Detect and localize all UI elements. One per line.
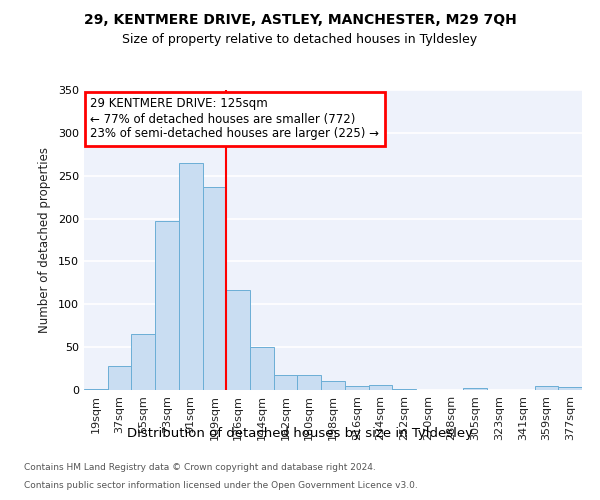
Bar [84, 389, 108, 390]
Text: Contains HM Land Registry data © Crown copyright and database right 2024.: Contains HM Land Registry data © Crown c… [24, 464, 376, 472]
Bar [274, 374, 298, 390]
Bar [463, 388, 487, 390]
Bar [392, 389, 416, 390]
Y-axis label: Number of detached properties: Number of detached properties [38, 147, 51, 333]
Bar [108, 366, 131, 390]
Text: 29 KENTMERE DRIVE: 125sqm
← 77% of detached houses are smaller (772)
23% of semi: 29 KENTMERE DRIVE: 125sqm ← 77% of detac… [91, 98, 379, 140]
Text: 29, KENTMERE DRIVE, ASTLEY, MANCHESTER, M29 7QH: 29, KENTMERE DRIVE, ASTLEY, MANCHESTER, … [83, 12, 517, 26]
Bar [558, 386, 582, 390]
Bar [535, 386, 558, 390]
Bar [155, 221, 179, 390]
Bar [321, 380, 345, 390]
Text: Size of property relative to detached houses in Tyldesley: Size of property relative to detached ho… [122, 32, 478, 46]
Bar [298, 374, 321, 390]
Text: Contains public sector information licensed under the Open Government Licence v3: Contains public sector information licen… [24, 481, 418, 490]
Bar [345, 386, 368, 390]
Bar [250, 347, 274, 390]
Bar [131, 334, 155, 390]
Bar [203, 187, 226, 390]
Bar [179, 163, 203, 390]
Bar [226, 290, 250, 390]
Text: Distribution of detached houses by size in Tyldesley: Distribution of detached houses by size … [127, 428, 473, 440]
Bar [368, 385, 392, 390]
